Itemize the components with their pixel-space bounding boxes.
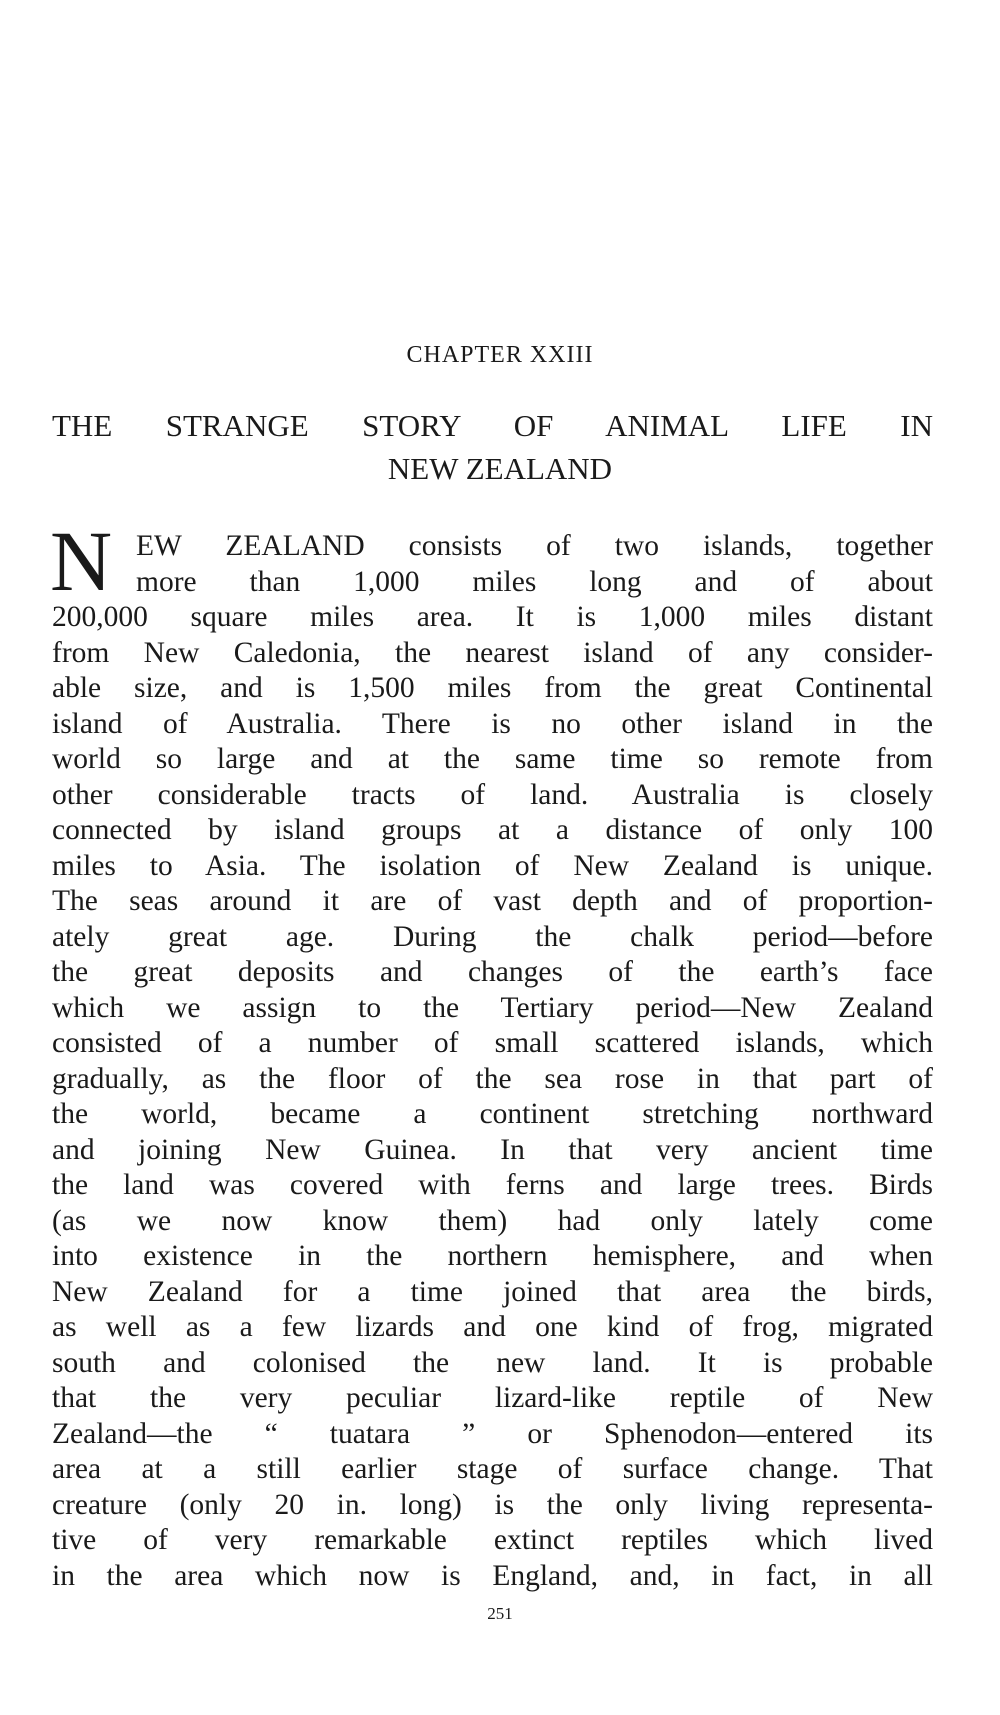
chapter-heading: CHAPTER XXIII [406,342,594,368]
text-line: world so large and at the same time so r… [52,743,933,775]
text-line: and joining New Guinea. In that very anc… [52,1133,933,1166]
text-line: consisted of a number of small scattered… [52,1027,933,1059]
page-number: 251 [487,1604,513,1623]
text-line: other considerable tracts of land. Austr… [52,778,933,811]
text-line: ately great age. During the chalk period… [52,920,933,953]
text-line: connected by island groups at a distance… [52,814,933,846]
text-line: miles to Asia. The isolation of New Zeal… [52,849,933,882]
text-line: as well as a few lizards and one kind of… [52,1311,933,1343]
text-line: Zealand—the “ tuatara ” or Sphenodon—ent… [52,1417,933,1450]
text-line: the great deposits and changes of the ea… [52,956,933,988]
text-line: (as we now know them) had only lately co… [52,1204,933,1237]
text-line: south and colonised the new land. It is … [52,1346,933,1379]
text-line: tive of very remarkable extinct reptiles… [52,1524,933,1556]
title-line: NEW ZEALAND [387,451,613,486]
text-line: creature (only 20 in. long) is the only … [52,1488,933,1521]
title-line: THE STRANGE STORY OF ANIMAL LIFE IN [52,408,933,443]
text-line: The seas around it are of vast depth and… [52,885,933,917]
text-line: in the area which now is England, and, i… [52,1559,933,1592]
text-line: more than 1,000 miles long and of about [136,565,933,598]
text-line: into existence in the northern hemispher… [52,1240,933,1272]
text-line: from New Caledonia, the nearest island o… [52,636,933,669]
drop-cap: N [50,513,113,609]
text-line: island of Australia. There is no other i… [52,707,933,740]
text-line: gradually, as the floor of the sea rose … [52,1062,933,1095]
text-line: the land was covered with ferns and larg… [52,1169,933,1201]
text-line: which we assign to the Tertiary period—N… [52,991,933,1024]
text-line: the world, became a continent stretching… [52,1098,933,1130]
text-line: that the very peculiar lizard-like repti… [52,1382,933,1414]
text-line: able size, and is 1,500 miles from the g… [52,672,933,704]
text-line: 200,000 square miles area. It is 1,000 m… [52,601,933,633]
text-line: New Zealand for a time joined that area … [52,1275,933,1308]
text-line: area at a still earlier stage of surface… [52,1453,933,1485]
text-line: EW ZEALAND consists of two islands, toge… [136,530,933,562]
